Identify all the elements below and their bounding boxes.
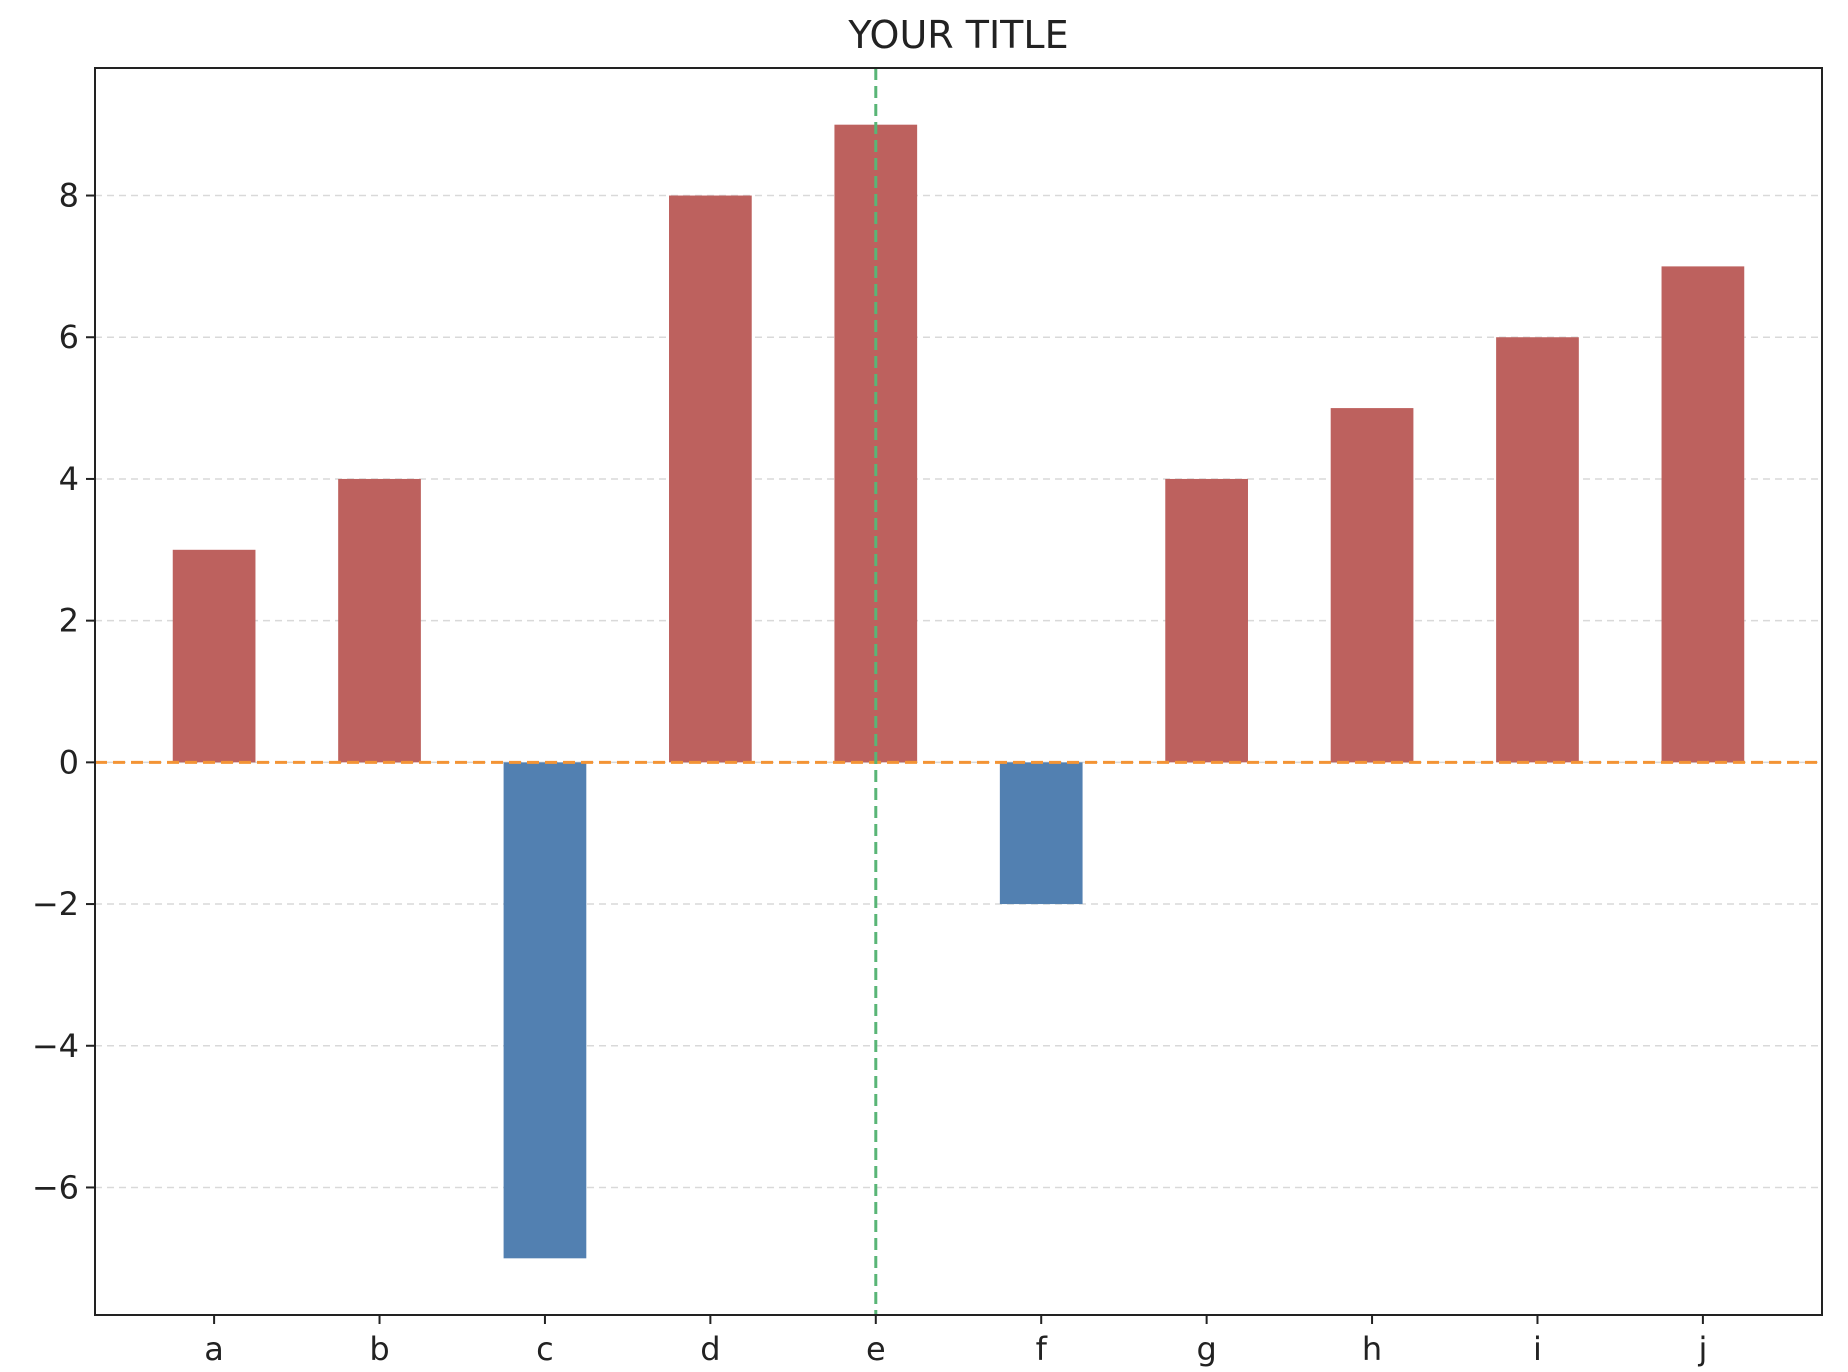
y-tick-label: 4 — [59, 460, 79, 498]
x-tick-label-d: d — [700, 1330, 720, 1368]
x-tick-label-c: c — [536, 1330, 554, 1368]
bar-j — [1661, 266, 1745, 763]
y-tick-label: 8 — [59, 177, 79, 215]
bar-a — [172, 549, 256, 763]
x-tick-label-b: b — [369, 1330, 389, 1368]
x-tick-label-h: h — [1362, 1330, 1382, 1368]
x-tick-label-g: g — [1196, 1330, 1216, 1368]
x-tick-label-j: j — [1697, 1330, 1707, 1368]
y-tick-label: 0 — [59, 743, 79, 781]
bars — [172, 124, 1745, 1259]
bar-d — [669, 195, 752, 763]
x-tick-label-f: f — [1036, 1330, 1048, 1368]
reference-lines — [95, 68, 1822, 1315]
y-axis: −6 −4 −2 0 2 4 6 8 — [32, 177, 95, 1206]
bar-h — [1330, 408, 1414, 763]
bar-f — [999, 762, 1083, 905]
x-tick-label-i: i — [1533, 1330, 1542, 1368]
chart-title: YOUR TITLE — [847, 13, 1068, 57]
bar-i — [1496, 337, 1579, 763]
bar-c — [503, 762, 587, 1259]
x-axis: a b c d e f g h i j — [204, 1315, 1707, 1368]
y-tick-label: −6 — [32, 1168, 79, 1206]
bar-b — [338, 478, 421, 763]
x-tick-label-e: e — [866, 1330, 886, 1368]
y-tick-label: 2 — [59, 602, 79, 640]
y-tick-label: −4 — [32, 1027, 79, 1065]
plot-frame — [94, 67, 1823, 1316]
y-tick-label: 6 — [59, 318, 79, 356]
y-tick-label: −2 — [32, 885, 79, 923]
bar-g — [1165, 478, 1248, 763]
x-tick-label-a: a — [204, 1330, 224, 1368]
